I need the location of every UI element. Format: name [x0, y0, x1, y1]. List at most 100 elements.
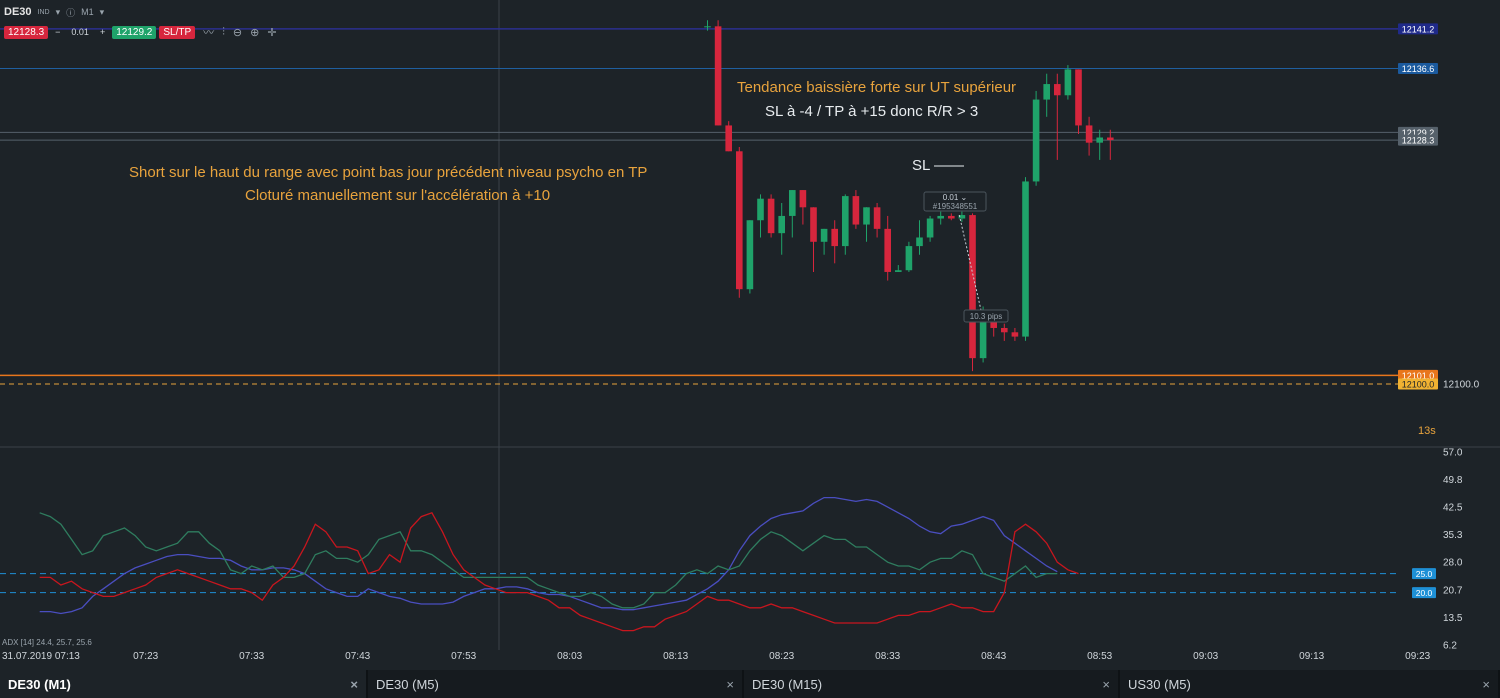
reference-level-tag [1412, 587, 1436, 599]
minus-icon[interactable]: − [55, 27, 61, 37]
price-level-tag [1398, 63, 1438, 75]
price-level-label: 12100.0 [1402, 380, 1435, 390]
indicator-series-line [39, 512, 1079, 632]
chevron-down-icon[interactable]: ▾ [99, 6, 105, 17]
tab-label: US30 (M5) [1128, 676, 1191, 692]
close-icon[interactable]: × [350, 676, 358, 692]
candle-body [704, 26, 711, 28]
tab-de30-m1[interactable]: DE30 (M1) × [0, 670, 368, 698]
close-icon[interactable]: × [1482, 676, 1490, 692]
price-level-label: 12141.2 [1402, 24, 1435, 34]
candle-body [1075, 69, 1082, 126]
note-left-line1: Short sur le haut du range avec point ba… [129, 164, 648, 181]
sltp-button[interactable]: SL/TP [159, 25, 196, 39]
info-icon[interactable]: ⓘ [66, 7, 76, 18]
indicator-series-line [39, 512, 1058, 609]
price-level-tag [1398, 134, 1438, 146]
candle-body [1064, 69, 1072, 96]
indicator-label: ADX [14] 24.4, 25.7, 25.6 [2, 638, 92, 647]
axes: 13s 31.07.2019 07:13 07:23 07:33 07:43 07:53 0… [2, 425, 1436, 662]
indicator-series-line [39, 496, 1058, 615]
price-level-tag [1398, 378, 1438, 390]
trading-chart[interactable]: 12141.212136.612129.212128.312101.012100… [0, 0, 1500, 670]
trade-pips-label: 10.3 pips [970, 312, 1002, 321]
price-level-tag [1398, 369, 1438, 381]
candle-body [979, 319, 987, 359]
buy-button[interactable]: 12129.2 [112, 25, 157, 39]
tab-us30-m5[interactable]: US30 (M5) × [1120, 670, 1500, 698]
zoom-out-icon[interactable]: ⊖ [232, 26, 243, 39]
candle-body [926, 218, 934, 238]
tab-label: DE30 (M5) [376, 676, 439, 692]
candle-body [873, 207, 881, 229]
trade-id-label: #195348551 [933, 202, 978, 211]
time-axis-tick: 08:13 [663, 651, 688, 662]
candle-body [778, 215, 785, 234]
note-left-line2: Cloturé manuellement sur l'accélération … [245, 187, 551, 204]
candle-body [810, 207, 817, 242]
indicator-axis-tick: 57.0 [1443, 448, 1463, 459]
price-level-label: 12129.2 [1402, 128, 1435, 138]
candle-body [714, 26, 722, 126]
close-icon[interactable]: × [1102, 676, 1110, 692]
candle-body [757, 198, 764, 221]
reference-level-label: 20.0 [1416, 588, 1433, 598]
candle-body [1011, 332, 1019, 337]
candle-body [842, 196, 849, 247]
indicator-axis-tick: 6.2 [1443, 641, 1457, 652]
tab-de30-m5[interactable]: DE30 (M5) × [368, 670, 744, 698]
candle-body [767, 198, 775, 234]
candle-body [895, 270, 902, 272]
note-top-line2: SL à -4 / TP à +15 donc R/R > 3 [765, 103, 979, 120]
time-axis-tick: 09:13 [1299, 651, 1324, 662]
candle-body [820, 228, 828, 242]
candle-body [1096, 137, 1103, 143]
price-level-label: 12101.0 [1402, 371, 1435, 381]
sell-button[interactable]: 12128.3 [4, 25, 49, 39]
chevron-down-icon[interactable]: ▾ [55, 6, 61, 17]
lot-size-input[interactable]: 0.01 [71, 27, 89, 37]
instrument-badge: IND [37, 8, 50, 16]
indicator-pane: 25.0 20.0 57.0 49.8 42.5 35.3 28.0 20.7 13.5 6.2 A… [0, 448, 1463, 652]
trade-path [958, 214, 984, 320]
time-axis-tick: 08:03 [557, 651, 582, 662]
indicator-axis-tick: 49.8 [1443, 475, 1463, 486]
time-axis-tick: 09:23 [1405, 651, 1430, 662]
chart-type-icon[interactable]: ⫶ [222, 25, 225, 38]
time-axis-tick: 07:33 [239, 651, 264, 662]
tab-de30-m15[interactable]: DE30 (M15) × [744, 670, 1120, 698]
candle-countdown: 13s [1418, 425, 1436, 437]
chart-tabs: DE30 (M1) × DE30 (M5) × DE30 (M15) × US3… [0, 670, 1500, 698]
note-top-line1: Tendance baissière forte sur UT supérieu… [737, 79, 1017, 96]
symbol-label[interactable]: DE30 [4, 6, 32, 18]
indicator-axis-tick: 28.0 [1443, 558, 1463, 569]
time-axis-tick: 07:23 [133, 651, 158, 662]
indicator-axis-tick: 13.5 [1443, 613, 1463, 624]
price-axis-label: 12100.0 [1443, 380, 1480, 391]
tab-label: DE30 (M15) [752, 676, 823, 692]
candle-body [725, 125, 732, 152]
candle-body [1085, 125, 1093, 143]
time-axis-tick: 08:33 [875, 651, 900, 662]
line-tool-icon[interactable]: 〰 [203, 27, 215, 39]
time-axis-tick: 07:53 [451, 651, 476, 662]
stop-loss-note: SL —— [912, 157, 964, 174]
timeframe-selector[interactable]: M1 [81, 7, 94, 17]
price-level-label: 12136.6 [1402, 64, 1435, 74]
crosshair-icon[interactable]: ✛ [267, 26, 277, 39]
price-level-tag [1398, 23, 1438, 35]
trade-box [923, 191, 987, 212]
candle-body [1022, 181, 1029, 337]
candle-body [1107, 137, 1114, 141]
close-icon[interactable]: × [726, 676, 734, 692]
candles [704, 20, 1114, 372]
candle-body [1001, 327, 1008, 333]
plus-icon[interactable]: + [99, 27, 106, 37]
candle-body [969, 215, 976, 359]
candle-body [1032, 99, 1040, 182]
zoom-in-icon[interactable]: ⊕ [250, 26, 260, 39]
candle-body [884, 228, 891, 272]
trade-lot-label: 0.01 ⌄ [943, 193, 968, 202]
time-axis-tick: 08:43 [981, 651, 1006, 662]
candle-body [746, 220, 754, 290]
